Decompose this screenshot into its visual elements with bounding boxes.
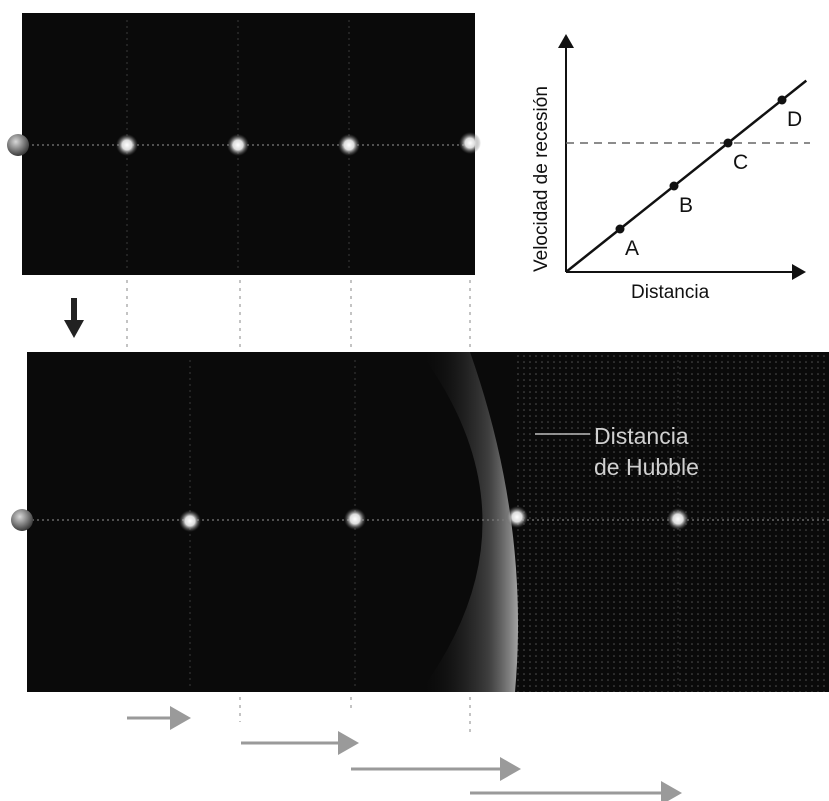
graph-point-label-c: C (733, 151, 748, 174)
bottom-galaxy-2 (344, 508, 366, 530)
expansion-down-arrow (64, 298, 84, 338)
graph-xlabel: Distancia (631, 282, 710, 303)
projection-lines (126, 280, 471, 352)
graph-fit-line (565, 79, 808, 273)
top-galaxy-2 (227, 134, 249, 156)
graph-point-label-b: B (679, 194, 693, 217)
bottom-universe-panel: Distancia de Hubble (11, 352, 829, 692)
top-universe-panel (7, 13, 481, 275)
hubble-label-line2: de Hubble (594, 454, 699, 480)
graph-point-a (615, 224, 625, 234)
top-galaxy-1 (116, 134, 138, 156)
recession-arrows (127, 706, 682, 801)
top-galaxy-4 (459, 132, 481, 154)
hubble-sphere-boundary (420, 352, 518, 692)
bottom-ticks (239, 697, 471, 732)
hubble-law-graph: A B C D Velocidad de recesión Distancia (531, 34, 810, 303)
top-galaxy-3 (338, 134, 360, 156)
graph-point-b (669, 181, 679, 191)
graph-ylabel: Velocidad de recesión (531, 86, 552, 272)
top-earth-icon (7, 134, 29, 156)
graph-point-label-d: D (787, 108, 802, 131)
graph-point-label-a: A (625, 237, 639, 260)
bottom-galaxy-3 (506, 506, 528, 528)
graph-point-c (723, 138, 733, 148)
bottom-galaxy-1 (179, 510, 201, 532)
hubble-label-line1: Distancia (594, 423, 689, 449)
graph-point-d (777, 95, 787, 105)
bottom-galaxy-4 (667, 508, 689, 530)
graph-points: A B C D (615, 95, 802, 260)
bottom-earth-icon (11, 509, 33, 531)
